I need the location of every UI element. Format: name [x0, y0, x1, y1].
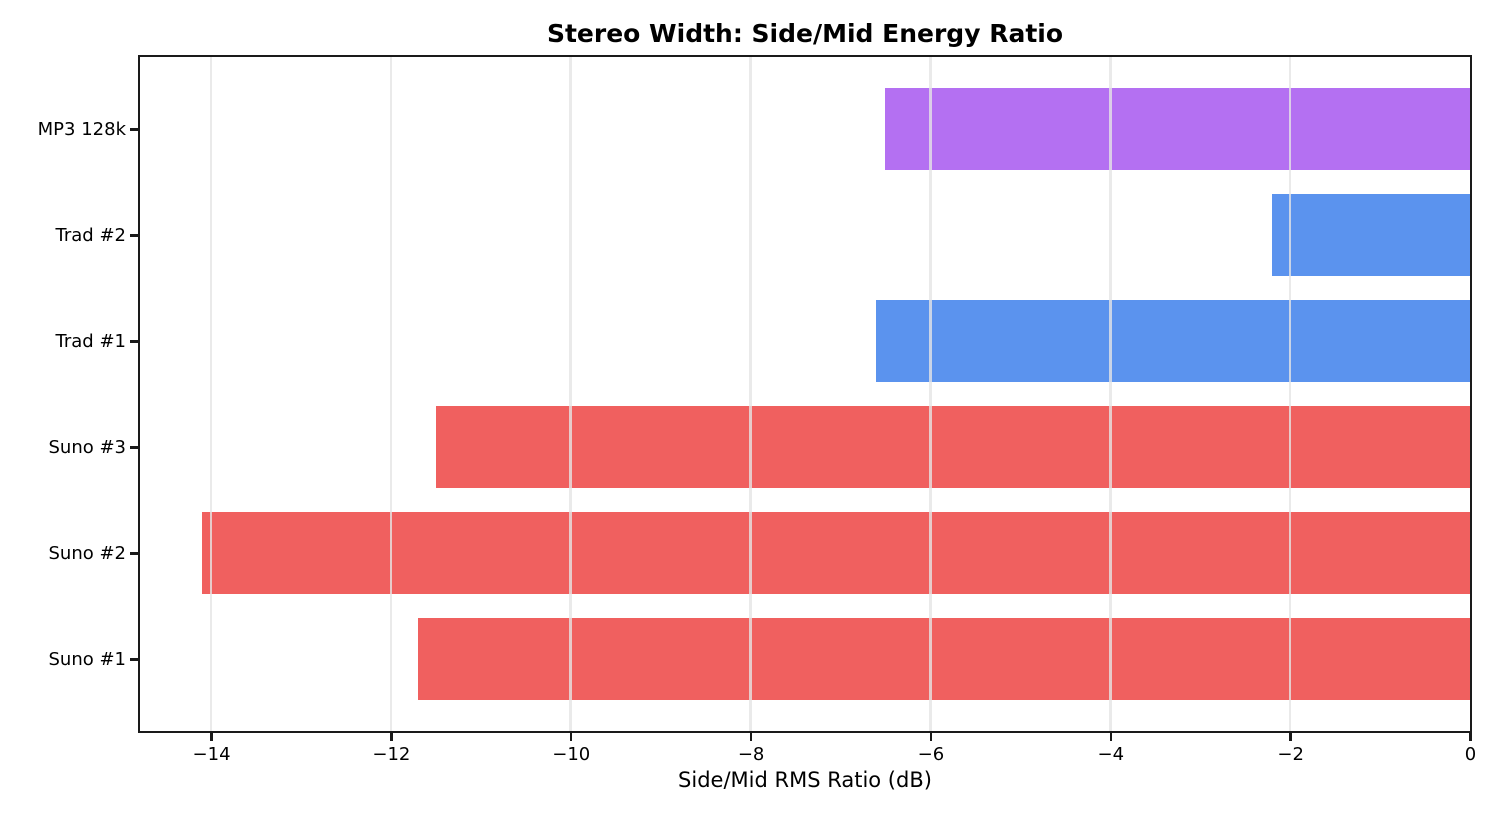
x-tick-mark--12 — [390, 733, 393, 741]
x-axis-label: Side/Mid RMS Ratio (dB) — [678, 768, 932, 792]
chart-title: Stereo Width: Side/Mid Energy Ratio — [546, 19, 1064, 48]
y-tick-mark-suno-2 — [130, 552, 138, 555]
y-tick-mark-suno-1 — [130, 658, 138, 661]
bar-suno-3 — [435, 406, 1470, 488]
x-tick-label--14: −14 — [192, 744, 231, 765]
x-tick-mark--14 — [210, 733, 213, 741]
gridline--2 — [1288, 57, 1292, 731]
x-tick-label--8: −8 — [737, 744, 765, 765]
gridline--10 — [569, 57, 572, 731]
plot-area — [138, 55, 1472, 733]
x-tick-mark--6 — [929, 733, 933, 741]
gridline--6 — [929, 57, 932, 731]
x-tick-label--10: −10 — [552, 744, 591, 765]
x-tick-mark--4 — [1109, 733, 1113, 741]
bar-trad-1 — [876, 300, 1470, 382]
bar-mp3-128k — [885, 88, 1470, 170]
y-tick-mark-trad-1 — [130, 340, 138, 343]
x-tick-mark--10 — [569, 733, 573, 741]
x-tick-mark--2 — [1289, 733, 1292, 741]
y-tick-mark-trad-2 — [130, 234, 138, 237]
bar-suno-1 — [417, 618, 1470, 700]
bar-suno-2 — [202, 512, 1470, 594]
bar-trad-2 — [1272, 194, 1470, 276]
x-tick-mark--8 — [749, 733, 753, 741]
y-tick-label-suno-3: Suno #3 — [48, 436, 126, 458]
x-tick-label--4: −4 — [1097, 744, 1125, 765]
gridline--14 — [209, 57, 213, 731]
x-tick-label-0: 0 — [1464, 744, 1477, 765]
y-tick-mark-suno-3 — [130, 446, 138, 449]
y-tick-label-suno-2: Suno #2 — [48, 542, 126, 564]
x-tick-label--6: −6 — [917, 744, 945, 765]
gridline--12 — [389, 57, 393, 731]
x-tick-mark-0 — [1469, 733, 1472, 741]
y-tick-label-trad-2: Trad #2 — [55, 224, 126, 246]
gridline--8 — [749, 57, 752, 731]
x-tick-label--12: −12 — [372, 744, 411, 765]
y-tick-label-mp3-128k: MP3 128k — [37, 118, 126, 140]
y-tick-label-suno-1: Suno #1 — [48, 648, 126, 670]
x-tick-label--2: −2 — [1277, 744, 1304, 765]
y-tick-label-trad-1: Trad #1 — [55, 330, 126, 352]
gridline--4 — [1109, 57, 1112, 731]
y-tick-mark-mp3-128k — [130, 128, 138, 131]
